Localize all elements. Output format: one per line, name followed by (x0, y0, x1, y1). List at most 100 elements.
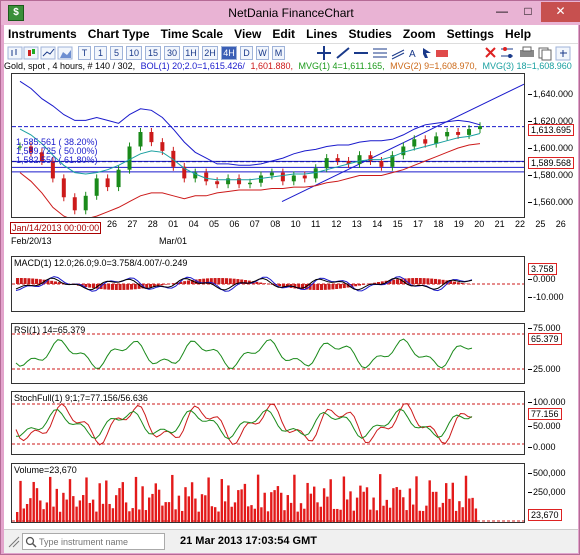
menu-settings[interactable]: Settings (446, 27, 494, 41)
period-start-label: Feb/20/13 (11, 236, 52, 246)
volume-bar (22, 508, 25, 522)
title-bar[interactable]: $ NetDania FinanceChart — □ ✕ (1, 1, 580, 25)
print-icon[interactable] (520, 46, 534, 57)
price-axis[interactable]: 1,640.000 1,620.000 1,600.000 1,580.000 … (528, 73, 578, 218)
menu-zoom[interactable]: Zoom (402, 27, 436, 41)
timeframe-button-5[interactable]: 5 (110, 46, 123, 60)
timeframe-button-15[interactable]: 15 (145, 46, 161, 60)
search-icon (25, 536, 37, 548)
volume-bar (108, 503, 111, 522)
close-button[interactable]: ✕ (541, 2, 580, 22)
macd-histogram-bar (160, 284, 164, 286)
menu-bar: Instruments Chart Type Time Scale View E… (4, 25, 578, 43)
macd-histogram-bar (282, 284, 285, 287)
timeframe-button-d[interactable]: D (240, 46, 253, 60)
menu-lines[interactable]: Lines (306, 27, 338, 41)
copy-icon[interactable] (538, 47, 552, 61)
fibonacci-icon[interactable] (373, 48, 387, 58)
resize-grip-icon[interactable] (7, 535, 21, 549)
stochastic-label: StochFull(1) 9;1;7=77.156/56.636 (14, 393, 148, 403)
menu-edit[interactable]: Edit (272, 27, 296, 41)
candle-body (72, 197, 77, 211)
macd-histogram-bar (380, 281, 384, 284)
menu-view[interactable]: View (234, 27, 262, 41)
timeframe-button-4h[interactable]: 4H (221, 46, 237, 60)
volume-bar (194, 498, 197, 522)
settings-sliders-icon[interactable] (501, 47, 513, 58)
menu-chart-type[interactable]: Chart Type (87, 27, 150, 41)
level-price-badge: 1,589.568 (528, 157, 575, 169)
macd-histogram-bar (179, 281, 183, 284)
candle-chart-icon[interactable] (23, 46, 39, 60)
text-tool-icon[interactable]: A (409, 49, 416, 60)
eraser-icon[interactable] (436, 50, 448, 57)
toolbar-icons: A (7, 46, 571, 61)
date-marker[interactable]: Jan/14/2013 00:00:00 (10, 222, 102, 234)
stochastic-tick: 0.000 (528, 442, 556, 452)
macd-histogram-bar (57, 282, 61, 284)
timeframe-button-1h[interactable]: 1H (183, 46, 199, 60)
time-tick: 07 (249, 219, 260, 229)
volume-bar (336, 508, 339, 522)
chart-area[interactable]: 1,585.561 ( 38.20%) 1,589.725 ( 50.00%) … (4, 73, 578, 529)
timeframe-button-w[interactable]: W (256, 46, 269, 60)
volume-bar (435, 491, 438, 522)
line-chart-icon[interactable] (40, 46, 56, 60)
delete-icon[interactable] (485, 47, 496, 58)
instrument-search[interactable] (22, 533, 165, 550)
macd-histogram-bar (202, 278, 206, 284)
instrument-search-input[interactable] (39, 535, 163, 548)
expand-icon[interactable] (555, 46, 571, 61)
minimize-button[interactable]: — (496, 4, 508, 18)
volume-bar (319, 506, 322, 522)
bar-chart-icon[interactable] (7, 46, 23, 60)
volume-bar (260, 507, 263, 522)
volume-bar (270, 492, 273, 522)
arrow-tool-icon[interactable] (423, 48, 431, 58)
macd-histogram-bar (426, 278, 430, 284)
price-pane[interactable]: 1,585.561 ( 38.20%) 1,589.725 ( 50.00%) … (11, 73, 525, 218)
stochastic-pane[interactable]: StochFull(1) 9;1;7=77.156/56.636 (11, 391, 525, 455)
macd-histogram-bar (456, 282, 460, 284)
maximize-button[interactable]: □ (524, 4, 532, 18)
volume-pane[interactable]: Volume=23,670 (11, 463, 525, 523)
volume-bar (293, 474, 296, 522)
macd-histogram-bar (92, 284, 95, 289)
candle-body (434, 136, 439, 144)
menu-time-scale[interactable]: Time Scale (160, 27, 224, 41)
volume-bar (29, 498, 32, 522)
volume-bar (359, 485, 362, 522)
volume-bar (372, 497, 375, 522)
menu-instruments[interactable]: Instruments (8, 27, 77, 41)
volume-bar (247, 506, 250, 522)
macd-histogram-bar (342, 284, 346, 289)
trendline-icon[interactable] (336, 47, 350, 59)
macd-histogram-bar (312, 284, 316, 290)
macd-pane[interactable]: MACD(1) 12.0;26.0;9.0=3.758/4.007/-0.249 (11, 256, 525, 312)
chart-app-icon[interactable]: $ (8, 5, 24, 21)
timeframe-button-10[interactable]: 10 (126, 46, 142, 60)
macd-histogram-bar (88, 284, 92, 288)
macd-histogram-bar (244, 280, 247, 284)
candle-body (237, 178, 242, 185)
crosshair-icon[interactable] (317, 46, 331, 60)
macd-histogram-bar (418, 278, 422, 284)
area-chart-icon[interactable] (57, 46, 73, 60)
timeframe-button-2h[interactable]: 2H (202, 46, 218, 60)
volume-bar (395, 487, 398, 522)
macd-histogram-bar (130, 284, 133, 290)
menu-help[interactable]: Help (505, 27, 532, 41)
timeframe-button-m[interactable]: M (272, 46, 285, 60)
timeframe-button-1[interactable]: 1 (94, 46, 107, 60)
timeframe-button-t[interactable]: T (78, 46, 91, 60)
channel-icon[interactable] (391, 49, 405, 60)
volume-bar (392, 488, 395, 522)
rsi-pane[interactable]: RSI(1) 14=65.379 (11, 323, 525, 384)
timeframe-button-30[interactable]: 30 (164, 46, 180, 60)
macd-chart-svg (12, 276, 524, 292)
menu-studies[interactable]: Studies (348, 27, 392, 41)
macd-histogram-bar (126, 284, 130, 290)
volume-bar (237, 490, 240, 522)
candle-body (193, 172, 198, 179)
